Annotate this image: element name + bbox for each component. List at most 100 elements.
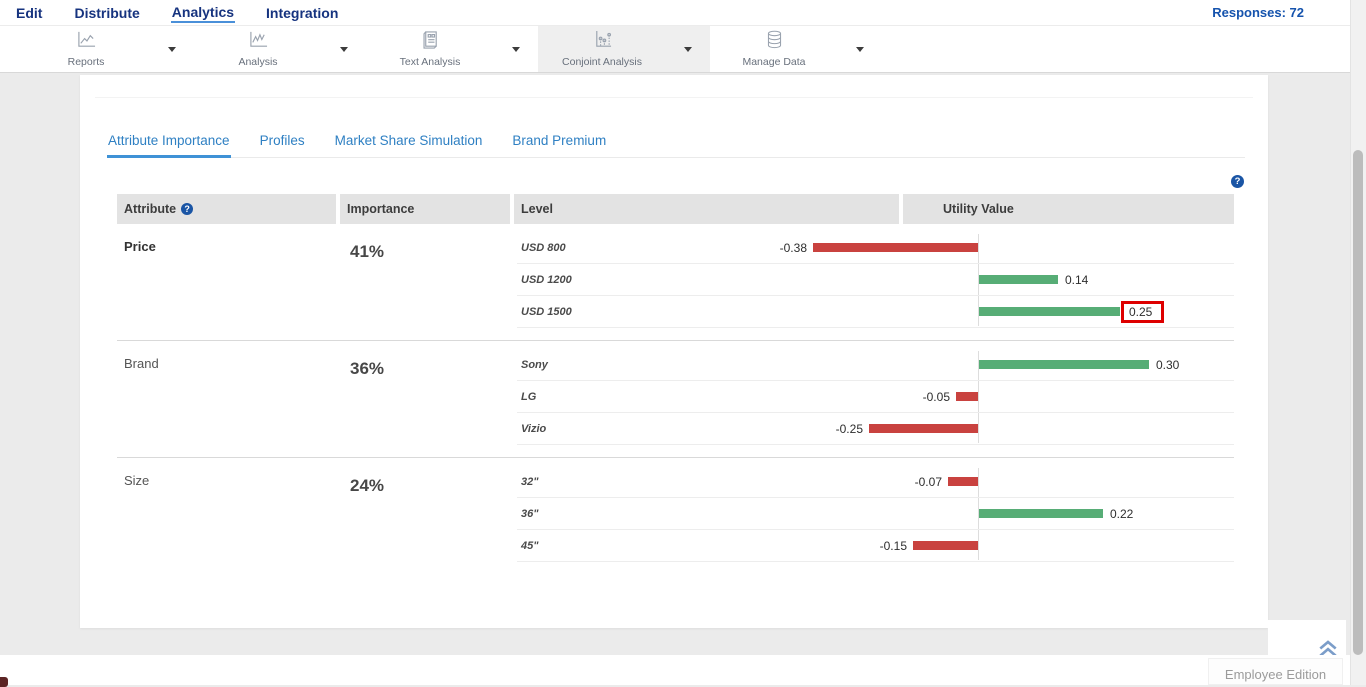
caret-down-icon	[856, 46, 864, 52]
card-divider	[95, 97, 1253, 98]
utility-chart: Sony 0.30 LG -0.05 Vizio -0.25	[517, 349, 1234, 445]
nav-item-distribute[interactable]: Distribute	[74, 5, 140, 21]
level-label: 36"	[521, 507, 539, 520]
level-label: 45"	[521, 539, 539, 552]
caret-down-icon	[684, 46, 692, 52]
toolbar-item-conjoint-analysis[interactable]: Conjoint Analysis	[538, 26, 666, 72]
utility-value: -0.25	[835, 421, 863, 436]
toolbar-group: Manage Data	[710, 26, 882, 72]
zero-axis-line	[978, 234, 979, 326]
header-level-label: Level	[521, 202, 553, 216]
toolbar-group: Text Analysis	[366, 26, 538, 72]
utility-value-highlighted: 0.25	[1121, 300, 1165, 323]
attribute-importance: 41%	[350, 242, 385, 261]
toolbar-item-label: Text Analysis	[399, 56, 461, 68]
caret-down-icon	[512, 46, 520, 52]
utility-chart: 32" -0.07 36" 0.22 45" -0.15	[517, 466, 1234, 562]
toolbar-group: Conjoint Analysis	[538, 26, 710, 72]
toolbar-item-analysis[interactable]: Analysis	[194, 26, 322, 72]
scrollbar-thumb[interactable]	[1353, 150, 1363, 655]
text-analysis-document-icon	[419, 30, 442, 54]
top-navbar: Edit Distribute Analytics Integration Respo…	[0, 0, 1350, 26]
level-row: USD 1500 0.25	[517, 296, 1234, 328]
utility-bar	[979, 275, 1058, 284]
nav-item-analytics[interactable]: Analytics	[170, 2, 236, 23]
analytics-toolbar: Reports Analysis Text Analysis Conjoint Ana…	[0, 26, 1350, 73]
conjoint-scatter-chart-icon	[591, 30, 614, 54]
utility-value: -0.38	[779, 240, 807, 255]
edition-badge: Employee Edition	[1208, 658, 1343, 685]
tab-attribute-importance[interactable]: Attribute Importance	[107, 131, 231, 158]
edition-label: Employee Edition	[1224, 667, 1327, 682]
attribute-importance: 36%	[350, 359, 385, 378]
table-body: Price 41% USD 800 -0.38 USD 1200 0.14 USD 1500…	[117, 224, 1234, 574]
caret-down-icon	[340, 46, 348, 52]
tab-market-share-simulation[interactable]: Market Share Simulation	[334, 133, 483, 148]
attribute-group: Size 24% 32" -0.07 36" 0.22 45" -0.15	[117, 458, 1234, 574]
toolbar-item-reports[interactable]: Reports	[22, 26, 150, 72]
utility-chart: USD 800 -0.38 USD 1200 0.14 USD 1500 0.25	[517, 232, 1234, 328]
nav-item-integration[interactable]: Integration	[266, 5, 339, 21]
double-chevron-up-icon	[1319, 640, 1337, 657]
utility-bar	[813, 243, 978, 252]
dropdown-caret[interactable]	[838, 26, 882, 72]
utility-bar	[979, 360, 1149, 369]
header-importance-label: Importance	[347, 202, 415, 216]
zero-axis-line	[978, 468, 979, 560]
responses-count[interactable]: Responses: 72	[1212, 5, 1304, 20]
level-label: Sony	[521, 358, 548, 371]
toolbar-group: Reports	[22, 26, 194, 72]
dropdown-caret[interactable]	[322, 26, 366, 72]
conjoint-tabs: Attribute Importance Profiles Market Share…	[107, 131, 1245, 158]
toolbar-item-text-analysis[interactable]: Text Analysis	[366, 26, 494, 72]
table-header-row: Attribute ? Importance Level Utility Val…	[117, 194, 1234, 224]
caret-down-icon	[168, 46, 176, 52]
help-icon[interactable]: ?	[1231, 175, 1244, 188]
conjoint-analysis-panel: Attribute Importance Profiles Market Share…	[80, 75, 1268, 628]
utility-value: -0.15	[879, 538, 907, 553]
tab-profiles[interactable]: Profiles	[259, 133, 305, 148]
header-attribute: Attribute ?	[117, 194, 336, 224]
attribute-name: Size	[124, 473, 150, 488]
header-utility-value: Utility Value	[903, 194, 1234, 224]
attribute-importance-table: Attribute ? Importance Level Utility Val…	[117, 194, 1234, 574]
attribute-help-icon[interactable]: ?	[181, 203, 194, 215]
dropdown-caret[interactable]	[666, 26, 710, 72]
dropdown-caret[interactable]	[150, 26, 194, 72]
level-row: 45" -0.15	[517, 530, 1234, 562]
attribute-group: Brand 36% Sony 0.30 LG -0.05 Vizio -0.25	[117, 341, 1234, 458]
nav-item-edit[interactable]: Edit	[16, 5, 43, 21]
zero-axis-line	[978, 351, 979, 443]
utility-value: -0.05	[922, 389, 950, 404]
tab-brand-premium[interactable]: Brand Premium	[512, 133, 607, 148]
scroll-to-top-button[interactable]	[1317, 638, 1339, 658]
utility-value: -0.07	[914, 474, 942, 489]
attribute-group: Price 41% USD 800 -0.38 USD 1200 0.14 USD 1500…	[117, 224, 1234, 341]
level-label: USD 1200	[521, 273, 572, 286]
utility-bar	[913, 541, 978, 550]
utility-value: 0.22	[1110, 506, 1134, 521]
header-level: Level	[514, 194, 899, 224]
header-importance: Importance	[340, 194, 510, 224]
analysis-chart-icon	[247, 30, 270, 54]
scrollbar-track[interactable]	[1350, 0, 1366, 685]
utility-bar	[979, 509, 1103, 518]
page-footer	[0, 655, 1350, 685]
utility-value: 0.14	[1065, 272, 1089, 287]
utility-bar	[869, 424, 978, 433]
toolbar-item-label: Manage Data	[742, 56, 806, 68]
attribute-importance: 24%	[350, 476, 385, 495]
level-label: 32"	[521, 475, 539, 488]
toolbar-item-manage-data[interactable]: Manage Data	[710, 26, 838, 72]
header-utility-label: Utility Value	[943, 202, 1014, 216]
dropdown-caret[interactable]	[494, 26, 538, 72]
level-label: Vizio	[521, 422, 547, 435]
level-row: LG -0.05	[517, 381, 1234, 413]
chat-widget-fragment[interactable]	[0, 677, 8, 687]
level-row: 36" 0.22	[517, 498, 1234, 530]
database-icon	[763, 30, 786, 54]
level-label: USD 800	[521, 241, 566, 254]
utility-bar	[956, 392, 978, 401]
toolbar-item-label: Conjoint Analysis	[562, 56, 642, 68]
attribute-name: Price	[124, 239, 156, 254]
